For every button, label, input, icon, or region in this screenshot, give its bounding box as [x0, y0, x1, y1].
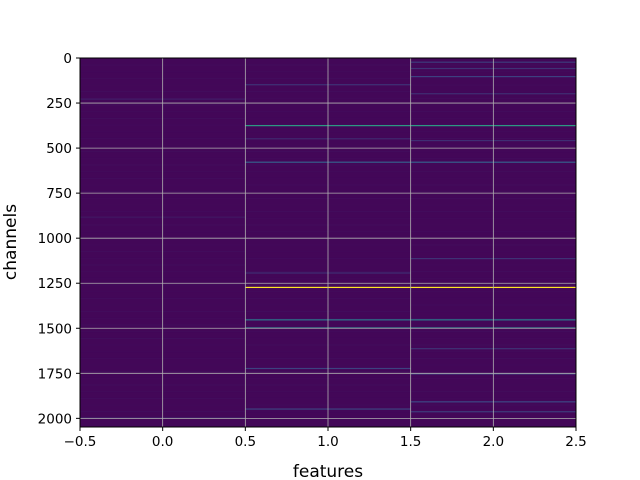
x-tick-label: 0.5: [235, 434, 256, 450]
x-tick-label: 1.0: [317, 434, 338, 450]
x-tick-label: −0.5: [64, 434, 97, 450]
y-tick-label: 1750: [38, 366, 72, 382]
x-axis-label: features: [293, 462, 363, 480]
y-tick-label: 0: [63, 51, 72, 67]
x-tick-label: 2.0: [483, 434, 504, 450]
y-tick-label: 2000: [38, 411, 72, 427]
y-axis-label: channels: [1, 204, 21, 280]
y-tick-label: 500: [46, 141, 72, 157]
y-tick-label: 250: [46, 96, 72, 112]
y-tick-label: 1000: [38, 231, 72, 247]
y-tick-label: 750: [46, 186, 72, 202]
x-tick-label: 0.0: [152, 434, 173, 450]
x-tick-label: 1.5: [400, 434, 421, 450]
x-tick-label: 2.5: [565, 434, 586, 450]
y-tick-label: 1500: [38, 321, 72, 337]
x-axis: −0.5 0.0 0.5 1.0 1.5 2.0 2.5: [64, 427, 587, 450]
y-axis: 0 250 500 750 1000 1250 1500 1750 2000: [38, 51, 80, 427]
y-tick-label: 1250: [38, 276, 72, 292]
